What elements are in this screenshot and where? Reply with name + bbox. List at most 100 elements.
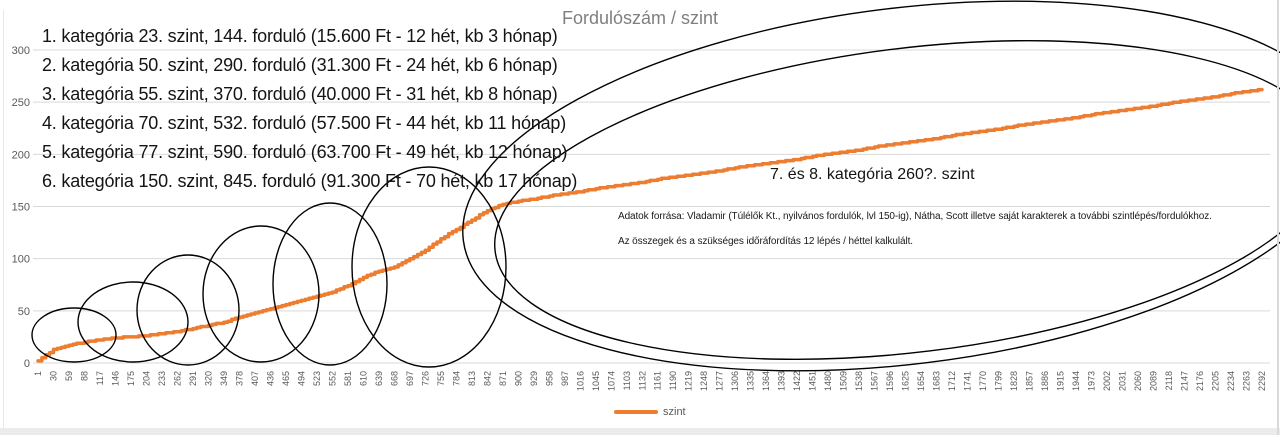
- x-axis-tick-label: 2176: [1195, 371, 1205, 391]
- x-axis-tick-label: 1828: [1009, 371, 1019, 391]
- x-axis-tick-label: 1712: [947, 371, 957, 391]
- category-4-annotation: 4. kategória 70. szint, 532. forduló (57…: [42, 113, 567, 133]
- x-axis-tick-label: 755: [436, 371, 446, 386]
- x-axis-tick-label: 1944: [1071, 371, 1081, 391]
- x-axis-tick-label: 697: [405, 371, 415, 386]
- x-axis-tick-label: 1538: [854, 371, 864, 391]
- x-axis-tick-label: 1132: [637, 371, 647, 390]
- x-axis-tick-label: 465: [281, 371, 291, 386]
- x-axis-tick-label: 30: [48, 371, 58, 381]
- x-axis-tick-label: 2060: [1133, 371, 1143, 391]
- y-axis-tick-label: 50: [18, 306, 30, 318]
- frame-right-edge: [1277, 0, 1279, 435]
- x-axis-tick-label: 581: [343, 371, 353, 386]
- x-axis-tick-label: 1422: [792, 371, 802, 391]
- x-axis-tick-label: 958: [544, 371, 554, 386]
- category-3-annotation: 3. kategória 55. szint, 370. forduló (40…: [42, 84, 558, 104]
- x-axis-tick-label: 2089: [1149, 371, 1159, 391]
- x-axis-tick-label: 726: [420, 371, 430, 386]
- x-axis-tick-label: 1103: [622, 371, 632, 390]
- x-axis-tick-label: 1335: [746, 371, 756, 391]
- x-axis-tick-label: 1596: [885, 371, 895, 391]
- x-axis-tick-label: 1857: [1025, 371, 1035, 391]
- x-axis-tick-label: 1886: [1040, 371, 1050, 391]
- legend-line-swatch: [614, 410, 658, 414]
- x-axis-tick-label: 1799: [994, 371, 1004, 391]
- x-axis-tick-label: 784: [451, 371, 461, 386]
- x-axis-tick-label: 1248: [699, 371, 709, 391]
- x-axis-tick-label: 1: [33, 371, 43, 376]
- x-axis-tick-label: 668: [389, 371, 399, 386]
- frame-bottom-edge: [0, 428, 1280, 435]
- annotation-ellipse: [136, 254, 240, 366]
- x-axis-tick-label: 552: [327, 371, 337, 386]
- category-5-annotation: 5. kategória 77. szint, 590. forduló (63…: [42, 142, 568, 162]
- calculation-note: Az összegek és a szükséges időráfordítás…: [618, 236, 913, 247]
- x-axis-tick-label: 2118: [1164, 371, 1174, 390]
- x-axis-tick-label: 59: [64, 371, 74, 381]
- x-axis-tick-label: 320: [203, 371, 213, 386]
- y-axis-tick-label: 100: [12, 254, 30, 266]
- x-axis-tick-label: 1074: [606, 371, 616, 391]
- x-axis-tick-label: 1770: [978, 371, 988, 391]
- x-axis-tick-label: 204: [141, 371, 151, 386]
- y-axis-tick-label: 150: [12, 202, 30, 214]
- x-axis-tick-label: 2147: [1180, 371, 1190, 391]
- annotation-ellipse: [351, 166, 507, 368]
- x-axis-tick-label: 146: [110, 371, 120, 386]
- category-7-8-annotation: 7. és 8. kategória 260?. szint: [770, 166, 975, 183]
- x-axis-tick-label: 262: [172, 371, 182, 386]
- x-axis-tick-label: 349: [219, 371, 229, 386]
- y-axis-tick-label: 250: [12, 97, 30, 109]
- x-axis-tick-label: 2263: [1242, 371, 1252, 391]
- annotation-ellipse: [272, 202, 388, 366]
- x-axis-tick-label: 1625: [901, 371, 911, 391]
- x-axis-tick-label: 1509: [839, 371, 849, 391]
- x-axis-tick-label: 2234: [1226, 371, 1236, 391]
- y-axis-tick-label: 0: [24, 358, 30, 370]
- category-1-annotation: 1. kategória 23. szint, 144. forduló (15…: [42, 26, 558, 46]
- x-axis-tick-label: 175: [126, 371, 136, 386]
- x-axis-tick-label: 1190: [668, 371, 678, 390]
- x-axis-tick-label: 929: [529, 371, 539, 386]
- x-axis-tick-label: 1567: [870, 371, 880, 391]
- x-axis-tick-label: 2292: [1257, 371, 1267, 391]
- x-axis-tick-label: 1306: [730, 371, 740, 391]
- y-axis-tick-label: 300: [12, 45, 30, 57]
- annotation-ellipse: [494, 39, 1280, 361]
- frame-left-edge: [3, 10, 4, 428]
- x-axis-tick-label: 523: [312, 371, 322, 386]
- x-axis-tick-label: 117: [95, 371, 105, 385]
- x-axis-tick-label: 813: [467, 371, 477, 386]
- x-axis-tick-label: 1683: [932, 371, 942, 391]
- x-axis-tick-label: 1451: [808, 371, 818, 391]
- x-axis-tick-label: 1741: [963, 371, 973, 391]
- annotation-ellipse: [202, 225, 320, 363]
- x-axis-tick-label: 2205: [1211, 371, 1221, 391]
- x-axis-tick-label: 1480: [823, 371, 833, 391]
- annotation-ellipse: [462, 0, 1280, 372]
- x-axis-tick-label: 1045: [591, 371, 601, 391]
- x-axis-tick-label: 494: [296, 371, 306, 386]
- x-axis-tick-label: 378: [234, 371, 244, 386]
- x-axis-tick-label: 1654: [916, 371, 926, 391]
- x-axis-tick-label: 291: [188, 371, 198, 386]
- x-axis-tick-label: 88: [79, 371, 89, 381]
- chart-title: Fordulószám / szint: [561, 8, 719, 28]
- annotation-ellipse: [77, 281, 189, 363]
- szint-line-series: [36, 87, 1264, 363]
- x-axis-tick-label: 1915: [1056, 371, 1066, 391]
- legend-series-label: szint: [663, 406, 686, 418]
- x-axis-tick-label: 1364: [761, 371, 771, 391]
- category-6-annotation: 6. kategória 150. szint, 845. forduló (9…: [42, 171, 578, 191]
- category-annotation-block: 1. kategória 23. szint, 144. forduló (15…: [42, 22, 577, 196]
- category-2-annotation: 2. kategória 50. szint, 290. forduló (31…: [42, 55, 558, 75]
- data-source-note: Adatok forrása: Vladamir (Túlélők Kt., n…: [618, 211, 1212, 222]
- x-axis-tick-label: 1973: [1087, 371, 1097, 391]
- x-axis-tick-label: 610: [358, 371, 368, 386]
- chart-legend: szint: [614, 406, 686, 418]
- annotation-ellipse: [31, 307, 117, 363]
- x-axis-tick-label: 436: [265, 371, 275, 386]
